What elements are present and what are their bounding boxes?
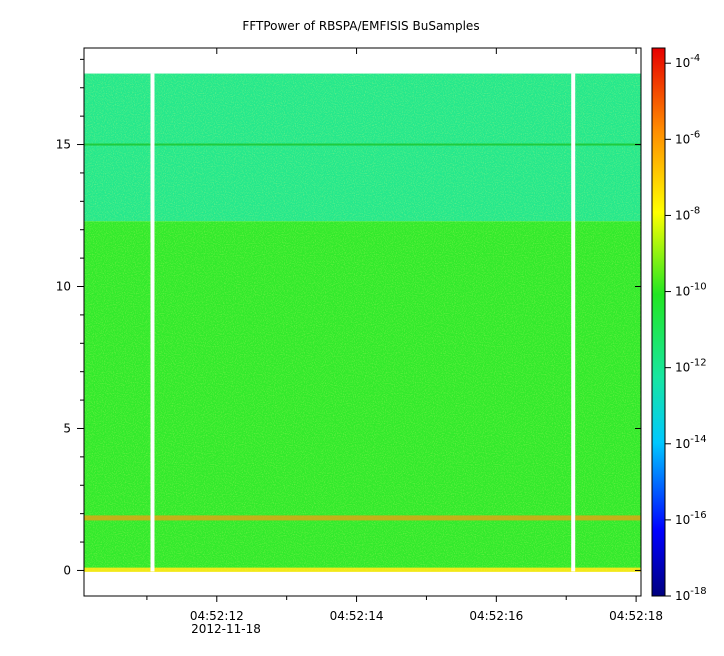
colorbar-tick-label: 10-14 <box>675 434 707 451</box>
spectrogram-noise <box>84 73 641 571</box>
x-tick-label: 04:52:12 <box>190 609 244 623</box>
data-gap-0 <box>150 73 155 572</box>
colorbar-tick-label: 10-18 <box>675 586 707 603</box>
chart-title: FFTPower of RBSPA/EMFISIS BuSamples <box>242 19 479 33</box>
y-axis: 0 5 10 15 <box>56 58 641 577</box>
x-tick-label: 04:52:14 <box>330 609 384 623</box>
colorbar-tick-label: 10-6 <box>675 129 700 146</box>
x-tick-label: 04:52:18 <box>609 609 663 623</box>
spectrogram-feature-0 <box>84 515 641 521</box>
y-tick-label: 0 <box>63 563 71 577</box>
y-tick-label: 10 <box>56 280 71 294</box>
colorbar-tick-label: 10-12 <box>675 358 707 375</box>
x-tick-label: 04:52:16 <box>469 609 523 623</box>
y-tick-label: 15 <box>56 138 71 152</box>
data-gap-1 <box>571 73 576 572</box>
plot-area <box>83 47 642 597</box>
plot-frame <box>83 47 642 597</box>
colorbar <box>651 47 666 597</box>
colorbar-ticks: 10-4 10-6 10-8 10-10 10-12 10-14 10-16 10-18 <box>665 53 707 603</box>
colorbar-tick-label: 10-4 <box>675 53 700 70</box>
x-date-label: 2012-11-18 <box>191 622 261 636</box>
colorbar-tick-label: 10-16 <box>675 510 707 527</box>
spectrogram-feature-1 <box>84 143 641 146</box>
colorbar-tick-label: 10-8 <box>675 205 700 222</box>
colorbar-tick-label: 10-10 <box>675 282 707 299</box>
y-tick-label: 5 <box>63 421 71 435</box>
x-axis: 04:52:12 04:52:14 04:52:16 04:52:18 <box>146 48 663 623</box>
